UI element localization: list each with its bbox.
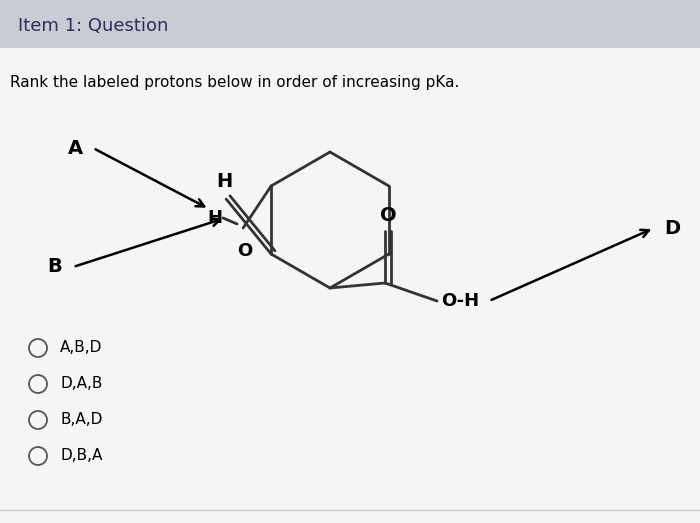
Text: A,B,D: A,B,D (60, 340, 102, 356)
Text: Rank the labeled protons below in order of increasing pKa.: Rank the labeled protons below in order … (10, 74, 459, 89)
Text: H: H (208, 209, 223, 227)
Text: Item 1: Question: Item 1: Question (18, 17, 169, 35)
Text: B,A,D: B,A,D (60, 413, 102, 427)
Text: H: H (216, 172, 232, 191)
Text: D,A,B: D,A,B (60, 377, 102, 392)
Text: B: B (48, 257, 62, 277)
Text: D: D (664, 219, 680, 237)
FancyBboxPatch shape (0, 0, 700, 48)
Text: A: A (67, 139, 83, 157)
Text: D,B,A: D,B,A (60, 449, 102, 463)
Text: O: O (237, 242, 253, 260)
FancyBboxPatch shape (0, 48, 700, 523)
Text: O: O (379, 206, 396, 225)
Text: O-H: O-H (441, 292, 479, 310)
